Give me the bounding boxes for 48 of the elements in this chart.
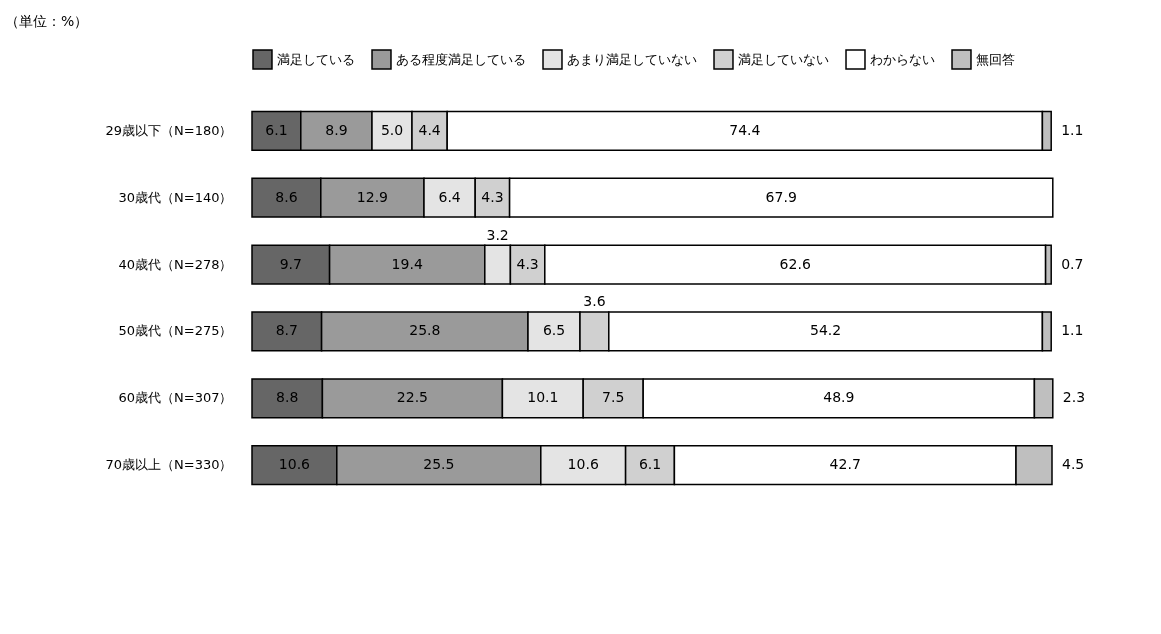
data-label: 19.4 xyxy=(391,255,423,272)
data-label: 22.5 xyxy=(396,389,428,406)
legend-label: あまり満足していない xyxy=(567,51,697,67)
data-label: 25.5 xyxy=(423,456,455,473)
data-label: 9.7 xyxy=(279,255,302,272)
data-label: 3.2 xyxy=(486,226,509,243)
y-tick-label: 60歳代（N=307） xyxy=(118,390,233,406)
legend-label: わからない xyxy=(870,51,935,67)
data-label: 12.9 xyxy=(356,188,388,205)
data-label: 6.4 xyxy=(438,188,461,205)
data-label: 42.7 xyxy=(829,456,861,473)
data-label: 0.7 xyxy=(1061,255,1084,272)
data-label: 8.9 xyxy=(325,121,348,138)
y-tick-label: 29歳以下（N=180） xyxy=(105,122,233,138)
data-label: 54.2 xyxy=(810,322,842,339)
y-tick-label: 40歳代（N=278） xyxy=(118,256,233,272)
data-label: 8.8 xyxy=(276,389,299,406)
data-label: 74.4 xyxy=(729,121,761,138)
legend-label: 満足していない xyxy=(738,51,829,67)
y-tick-label: 30歳代（N=140） xyxy=(118,189,233,205)
data-label: 6.1 xyxy=(638,456,662,473)
data-label: 10.6 xyxy=(278,456,311,473)
y-tick-label: 70歳以上（N=330） xyxy=(105,457,233,473)
data-label: 4.5 xyxy=(1062,456,1085,473)
data-label: 48.9 xyxy=(823,389,855,406)
data-label: 6.5 xyxy=(542,322,566,339)
legend-label: 無回答 xyxy=(976,51,1015,67)
data-label: 5.0 xyxy=(380,121,404,138)
legend-label: 満足している xyxy=(277,51,355,67)
legend-label: ある程度満足している xyxy=(396,51,526,67)
data-label: 3.6 xyxy=(583,293,606,310)
data-label: 10.6 xyxy=(567,456,599,473)
data-label: 25.8 xyxy=(409,322,441,339)
data-label: 8.6 xyxy=(275,188,298,205)
data-label: 6.1 xyxy=(265,121,288,138)
data-label: 7.5 xyxy=(602,389,625,406)
text: （単位：%） xyxy=(5,13,89,29)
data-label: 8.7 xyxy=(275,322,298,339)
data-label: 10.1 xyxy=(527,389,559,406)
data-label: 1.1 xyxy=(1061,121,1084,138)
data-label: 2.3 xyxy=(1062,389,1086,406)
data-label: 1.1 xyxy=(1061,322,1084,339)
y-tick-label: 50歳代（N=275） xyxy=(118,323,233,339)
data-label: 67.9 xyxy=(765,188,797,205)
data-label: 4.3 xyxy=(516,255,539,272)
data-label: 62.6 xyxy=(779,255,811,272)
data-label: 4.4 xyxy=(418,121,441,138)
data-label: 4.3 xyxy=(481,188,504,205)
